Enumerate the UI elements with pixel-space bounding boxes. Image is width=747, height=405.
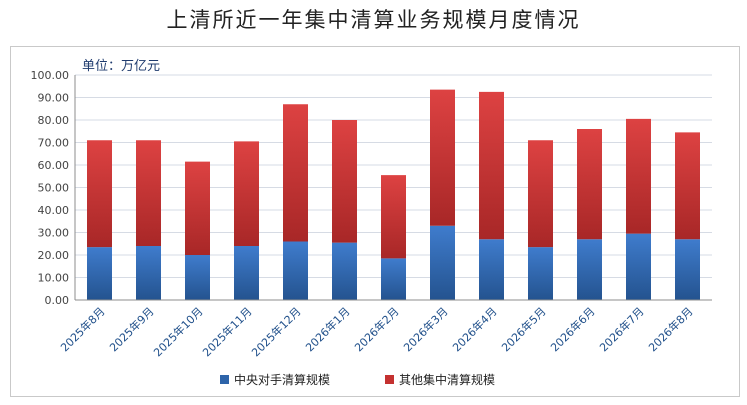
x-tick-label: 2026年3月 xyxy=(400,304,450,354)
bar-ccp xyxy=(283,241,308,300)
x-tick-label: 2026年4月 xyxy=(449,304,499,354)
bar-other xyxy=(577,129,602,240)
bar-ccp xyxy=(136,246,161,300)
x-tick-label: 2025年10月 xyxy=(150,304,205,359)
bar-other xyxy=(136,140,161,246)
y-tick-label: 0.00 xyxy=(45,294,70,307)
bar-ccp xyxy=(185,255,210,300)
bar-ccp xyxy=(430,225,455,300)
legend-label: 中央对手清算规模 xyxy=(234,372,330,387)
bar-other xyxy=(626,118,651,234)
bar-ccp xyxy=(528,247,553,300)
y-tick-label: 40.00 xyxy=(38,204,70,217)
bar-other xyxy=(234,141,259,246)
x-tick-label: 2026年6月 xyxy=(547,304,597,354)
bar-other xyxy=(332,120,357,243)
y-tick-label: 20.00 xyxy=(38,249,70,262)
unit-label: 单位：万亿元 xyxy=(82,59,160,74)
y-tick-label: 80.00 xyxy=(38,114,70,127)
bar-ccp xyxy=(675,239,700,300)
x-tick-label: 2026年2月 xyxy=(351,304,401,354)
bar-ccp xyxy=(332,242,357,300)
bar-other xyxy=(528,140,553,248)
x-tick-label: 2025年12月 xyxy=(248,304,303,359)
bar-other xyxy=(381,175,406,259)
legend-swatch xyxy=(220,375,229,384)
bar-ccp xyxy=(381,258,406,300)
y-tick-label: 10.00 xyxy=(38,272,70,285)
bar-other xyxy=(185,161,210,255)
legend-swatch xyxy=(385,375,394,384)
y-tick-label: 60.00 xyxy=(38,159,70,172)
y-tick-label: 90.00 xyxy=(38,92,70,105)
chart-frame xyxy=(10,46,740,397)
y-tick-label: 100.00 xyxy=(31,69,70,82)
x-tick-label: 2026年7月 xyxy=(596,304,646,354)
chart-title: 上清所近一年集中清算业务规模月度情况 xyxy=(166,8,581,32)
bar-ccp xyxy=(479,239,504,300)
legend-label: 其他集中清算规模 xyxy=(399,372,495,387)
y-tick-label: 30.00 xyxy=(38,227,70,240)
x-tick-label: 2025年8月 xyxy=(57,304,107,354)
bar-ccp xyxy=(234,246,259,300)
bar-ccp xyxy=(87,247,112,300)
bar-other xyxy=(283,104,308,242)
bar-ccp xyxy=(577,239,602,300)
x-tick-label: 2026年1月 xyxy=(302,304,352,354)
x-tick-label: 2025年9月 xyxy=(106,304,156,354)
x-tick-label: 2026年5月 xyxy=(498,304,548,354)
y-tick-label: 70.00 xyxy=(38,137,70,150)
bar-ccp xyxy=(626,233,651,300)
x-tick-label: 2026年8月 xyxy=(645,304,695,354)
y-tick-label: 50.00 xyxy=(38,182,70,195)
bar-other xyxy=(479,91,504,240)
x-tick-label: 2025年11月 xyxy=(199,304,254,359)
bar-other xyxy=(675,132,700,240)
bar-other xyxy=(87,140,112,248)
bar-other xyxy=(430,89,455,226)
